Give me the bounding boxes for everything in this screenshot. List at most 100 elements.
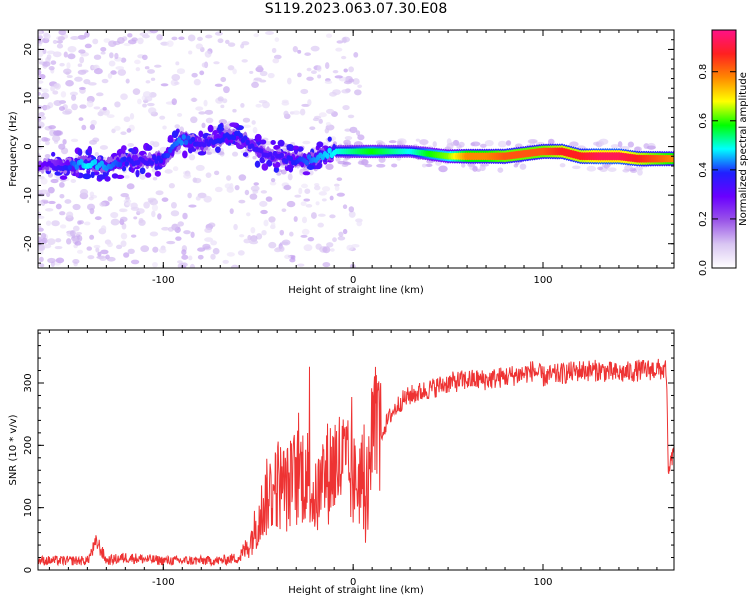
- heatmap-cell: [140, 245, 150, 253]
- heatmap-cell: [260, 190, 268, 194]
- heatmap-cell: [298, 187, 303, 195]
- heatmap-cell: [201, 62, 209, 68]
- heatmap-cell: [325, 33, 333, 39]
- heatmap-cell: [421, 163, 427, 168]
- heatmap-cell: [126, 183, 135, 190]
- heatmap-cell: [198, 111, 206, 115]
- heatmap-cell: [325, 122, 331, 126]
- heatmap-cell: [51, 151, 56, 157]
- heatmap-cell: [208, 222, 216, 228]
- heatmap-cell: [187, 146, 193, 154]
- heatmap-cell: [168, 183, 175, 189]
- heatmap-cell: [120, 57, 127, 63]
- heatmap-cell: [356, 220, 363, 227]
- heatmap-cell: [217, 96, 224, 102]
- heatmap-cell: [177, 113, 183, 117]
- heatmap-cell: [484, 139, 494, 147]
- heatmap-cell: [332, 89, 341, 96]
- heatmap-cell: [205, 172, 212, 178]
- heatmap-cell: [66, 74, 73, 79]
- heatmap-cell: [130, 234, 137, 238]
- heatmap-cell: [79, 56, 85, 64]
- heatmap-cell: [324, 127, 330, 134]
- x-tick-label: 0: [350, 577, 356, 588]
- heatmap-cell: [313, 185, 321, 191]
- heatmap-cell: [76, 249, 84, 254]
- heatmap-cell: [260, 139, 267, 145]
- heatmap-cell: [376, 163, 386, 168]
- heatmap-cell: [254, 133, 262, 142]
- heatmap-cell: [284, 254, 291, 260]
- heatmap-cell: [193, 78, 201, 86]
- heatmap-cell: [334, 75, 343, 79]
- heatmap-cell: [66, 211, 74, 219]
- heatmap-cell: [107, 72, 113, 79]
- heatmap-cell: [267, 72, 275, 79]
- heatmap-cell: [51, 134, 61, 142]
- heatmap-cell: [149, 140, 155, 146]
- heatmap-cell: [41, 237, 48, 244]
- heatmap-cell: [125, 78, 130, 84]
- heatmap-cell: [253, 182, 259, 186]
- heatmap-cell: [273, 166, 280, 173]
- heatmap-cell: [378, 156, 386, 163]
- heatmap-cell: [254, 160, 261, 168]
- heatmap-cell: [302, 140, 311, 145]
- heatmap-cell: [190, 147, 197, 152]
- heatmap-cell: [100, 249, 109, 255]
- heatmap-cell: [187, 192, 192, 199]
- heatmap-cell: [83, 78, 91, 85]
- heatmap-cell: [109, 52, 114, 59]
- heatmap-cell: [174, 81, 180, 85]
- heatmap-cell: [88, 196, 94, 201]
- heatmap-cell: [145, 144, 153, 151]
- heatmap-cell: [610, 144, 620, 149]
- heatmap-cell: [265, 196, 273, 202]
- heatmap-cell: [214, 170, 220, 176]
- heatmap-cell: [190, 97, 198, 102]
- heatmap-cell: [90, 119, 97, 126]
- heatmap-cell: [229, 208, 234, 215]
- heatmap-cell: [188, 50, 193, 55]
- heatmap-cell: [57, 36, 66, 41]
- heatmap-cell: [324, 80, 333, 85]
- heatmap-cell: [123, 43, 131, 47]
- heatmap-cell: [317, 65, 322, 72]
- heatmap-cell: [154, 164, 159, 171]
- heatmap-cell: [318, 118, 323, 124]
- heatmap-cell: [188, 204, 197, 208]
- heatmap-cell: [346, 244, 354, 251]
- heatmap-cell: [226, 252, 235, 257]
- heatmap-cell: [170, 210, 180, 217]
- heatmap-cell: [69, 91, 78, 96]
- heatmap-cell: [55, 203, 62, 210]
- heatmap-cell: [204, 109, 214, 115]
- heatmap-cell: [146, 102, 155, 107]
- heatmap-cell: [261, 229, 267, 236]
- heatmap-cell: [191, 72, 198, 78]
- heatmap-cell: [79, 104, 87, 109]
- heatmap-cell: [571, 165, 581, 170]
- heatmap-cell: [154, 170, 161, 177]
- heatmap-cell: [214, 186, 223, 193]
- heatmap-cell: [266, 159, 273, 167]
- heatmap-cell: [671, 154, 674, 163]
- heatmap-cell: [321, 186, 331, 192]
- heatmap-cell: [232, 108, 237, 113]
- heatmap-cell: [45, 154, 50, 160]
- heatmap-cell: [204, 50, 212, 58]
- heatmap-cell: [50, 60, 57, 65]
- heatmap-cell: [149, 91, 157, 98]
- heatmap-cell: [72, 259, 80, 264]
- heatmap-cell: [171, 98, 177, 106]
- heatmap-cell: [92, 38, 99, 45]
- heatmap-cell: [75, 231, 82, 236]
- heatmap-cell: [306, 76, 314, 81]
- heatmap-cell: [301, 228, 310, 235]
- heatmap-cell: [149, 231, 159, 237]
- heatmap-cell: [94, 216, 102, 221]
- heatmap-cell: [95, 247, 100, 253]
- heatmap-cell: [84, 31, 90, 38]
- heatmap-cell: [38, 227, 44, 232]
- heatmap-cell: [391, 163, 398, 168]
